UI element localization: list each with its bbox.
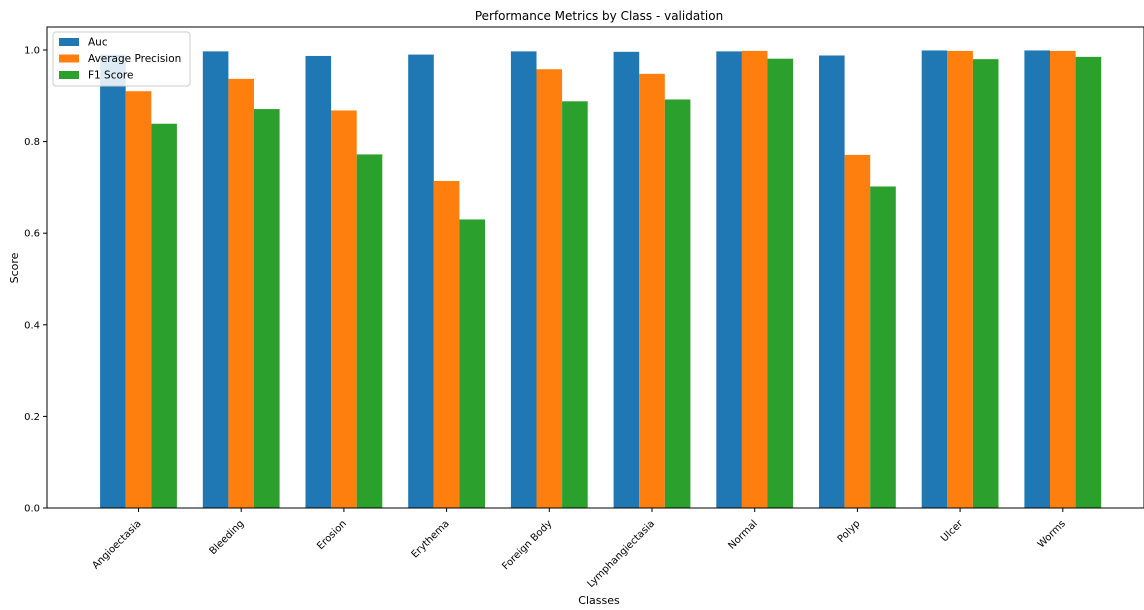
legend-swatch: [59, 38, 79, 46]
bar-foreign-body-average-precision: [536, 69, 563, 509]
y-axis-title: Score: [8, 252, 21, 283]
x-tick-label: Erythema: [410, 518, 452, 560]
bar-lymphangiectasia-f1-score: [664, 99, 691, 509]
x-tick-label: Erosion: [315, 518, 349, 552]
y-tick-label: 0.0: [24, 504, 40, 515]
bar-erythema-f1-score: [459, 219, 485, 508]
bar-foreign-body-f1-score: [562, 101, 588, 509]
bar-ulcer-average-precision: [947, 50, 973, 509]
y-tick-label: 0.6: [24, 229, 40, 240]
x-tick-label: Foreign Body: [500, 518, 554, 572]
x-axis-title: Classes: [578, 594, 620, 607]
bar-lymphangiectasia-average-precision: [639, 73, 665, 508]
y-tick-label: 1.0: [24, 46, 40, 57]
bar-angioectasia-f1-score: [151, 123, 177, 509]
x-tick-label: Bleeding: [208, 518, 247, 557]
bars-layer: [100, 50, 1102, 509]
bar-erosion-auc: [305, 55, 332, 508]
bar-normal-average-precision: [741, 50, 768, 509]
bar-erythema-average-precision: [433, 180, 460, 509]
bar-polyp-auc: [819, 55, 845, 508]
legend-label: Auc: [88, 37, 108, 49]
legend-swatch: [59, 54, 79, 63]
bar-bleeding-auc: [202, 51, 229, 509]
y-axis: 0.0 0.2 0.4 0.6 0.8 1.0: [24, 46, 47, 515]
bar-angioectasia-auc: [100, 54, 126, 508]
plot-frame: [46, 26, 1144, 509]
x-tick-label: Lymphangiectasia: [585, 518, 657, 590]
bar-erosion-f1-score: [356, 154, 383, 509]
bar-normal-auc: [716, 51, 742, 509]
y-tick-label: 0.8: [24, 137, 40, 148]
legend-box: [52, 31, 191, 87]
bar-erosion-average-precision: [331, 110, 357, 509]
legend-swatch: [59, 71, 79, 79]
x-tick-label: Worms: [1036, 518, 1068, 550]
x-axis: Angioectasia Bleeding Erosion Erythema Forei…: [90, 508, 1068, 590]
bar-normal-f1-score: [767, 58, 794, 508]
bar-angioectasia-average-precision: [125, 91, 152, 508]
legend-label: F1 Score: [88, 70, 133, 82]
bar-worms-auc: [1024, 50, 1050, 509]
chart-title: Performance Metrics by Class - validatio…: [475, 9, 723, 23]
legend-label: Average Precision: [88, 53, 181, 65]
bar-lymphangiectasia-auc: [613, 51, 640, 508]
bar-polyp-f1-score: [870, 186, 896, 509]
bar-worms-f1-score: [1075, 56, 1102, 509]
y-tick-label: 0.4: [24, 320, 40, 331]
bar-ulcer-auc: [921, 50, 948, 509]
bar-bleeding-average-precision: [228, 78, 254, 508]
bar-foreign-body-auc: [510, 51, 537, 509]
x-tick-label: Polyp: [836, 518, 863, 545]
bar-ulcer-f1-score: [972, 59, 999, 508]
x-tick-label: Ulcer: [939, 518, 966, 545]
legend: Auc Average Precision F1 Score: [52, 31, 191, 87]
bar-polyp-average-precision: [844, 154, 871, 508]
bar-erythema-auc: [408, 54, 434, 508]
y-tick-label: 0.2: [24, 412, 40, 423]
bar-worms-average-precision: [1050, 50, 1076, 509]
x-tick-label: Angioectasia: [90, 518, 143, 571]
bar-bleeding-f1-score: [254, 109, 280, 508]
x-tick-label: Normal: [726, 518, 759, 551]
